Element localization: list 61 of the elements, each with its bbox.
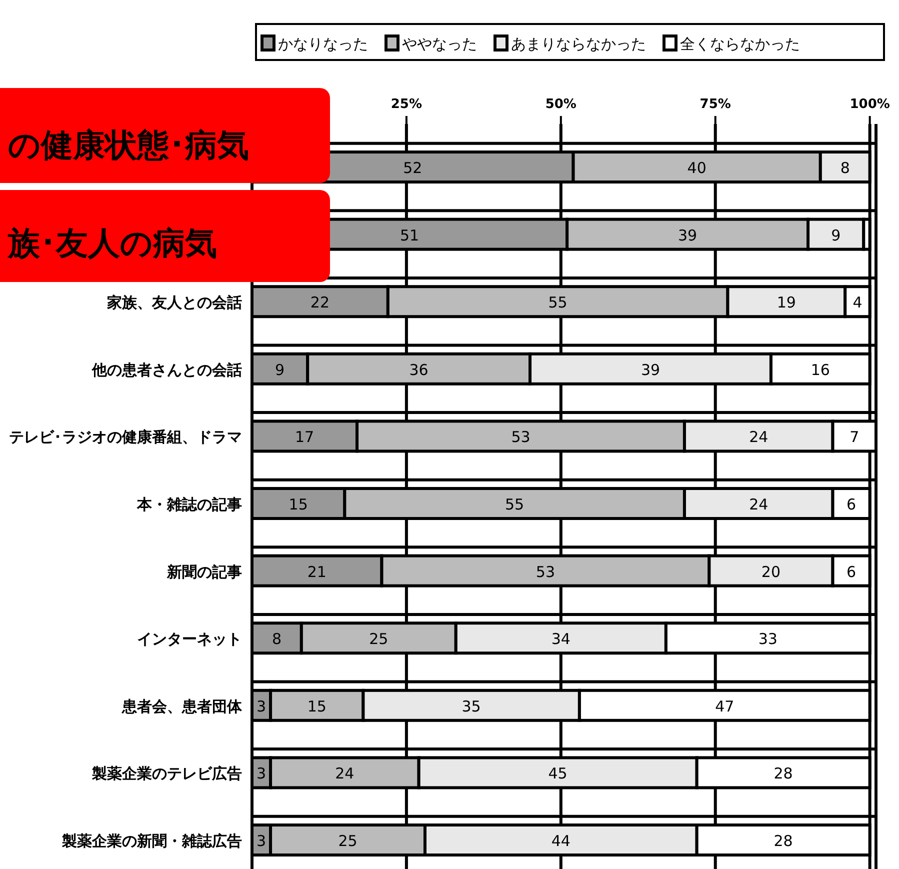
- legend-label: かなりなった: [278, 35, 368, 53]
- data-label: 28: [774, 832, 793, 850]
- data-label: 53: [511, 428, 530, 446]
- data-label: 6: [846, 562, 856, 581]
- y-tick-label: テレビ･ラジオの健康番組、ドラマ: [9, 428, 242, 446]
- data-label: 16: [810, 360, 830, 379]
- y-tick-label: 新聞の記事: [166, 562, 242, 581]
- y-tick-label: 他の患者さんとの会話: [91, 360, 242, 379]
- x-tick-label: 100%: [850, 97, 890, 112]
- note-box: 族･友人の病気: [0, 190, 330, 282]
- data-label: 9: [831, 226, 841, 244]
- data-label: 15: [307, 697, 326, 716]
- data-label: 8: [272, 630, 282, 648]
- data-label: 24: [749, 428, 768, 446]
- y-tick-label: 本・雑誌の記事: [136, 496, 242, 514]
- data-label: 7: [850, 428, 860, 446]
- data-label: 25: [369, 630, 388, 648]
- data-label: 39: [678, 226, 698, 244]
- data-label: 33: [758, 630, 778, 648]
- data-label: 9: [275, 360, 285, 379]
- legend-label: 全くならなかった: [680, 35, 800, 53]
- y-tick-label: 患者会、患者団体: [121, 697, 243, 716]
- data-label: 53: [536, 562, 556, 581]
- y-tick-label: 製薬企業の新聞・雑誌広告: [61, 832, 242, 850]
- data-label: 3: [256, 764, 266, 783]
- data-label: 28: [774, 764, 793, 783]
- data-label: 15: [288, 496, 308, 514]
- data-label: 36: [409, 360, 428, 379]
- note-box: の健康状態･病気: [0, 88, 330, 183]
- data-label: 3: [256, 697, 266, 716]
- data-label: 20: [761, 562, 781, 581]
- y-tick-label: 家族、友人との会話: [106, 294, 242, 312]
- x-tick-label: 25%: [390, 97, 422, 112]
- x-tick-label: 50%: [545, 97, 576, 112]
- data-label: 17: [294, 428, 314, 446]
- x-tick-label: 75%: [700, 97, 731, 112]
- data-label: 19: [776, 294, 796, 312]
- data-label: 39: [640, 360, 660, 379]
- data-label: 24: [335, 764, 354, 783]
- data-label: 25: [338, 832, 358, 850]
- data-label: 24: [749, 496, 768, 514]
- legend-label: あまりならなかった: [511, 35, 646, 53]
- data-label: 8: [840, 159, 850, 177]
- y-tick-label: インターネット: [137, 630, 242, 648]
- data-label: 55: [548, 294, 568, 312]
- data-label: 45: [548, 764, 568, 783]
- legend-label: ややなった: [402, 35, 477, 53]
- data-label: 4: [852, 294, 862, 312]
- data-label: 3: [256, 832, 266, 850]
- data-label: 44: [551, 832, 570, 850]
- data-label: 40: [687, 159, 706, 177]
- data-label: 34: [551, 630, 570, 648]
- y-tick-label: 製薬企業のテレビ広告: [91, 764, 242, 783]
- data-label: 51: [400, 226, 420, 244]
- data-label: 35: [462, 697, 481, 716]
- data-label: 52: [403, 159, 422, 177]
- data-label: 47: [715, 697, 734, 716]
- data-label: 6: [846, 496, 856, 514]
- data-label: 55: [505, 496, 524, 514]
- data-label: 22: [310, 294, 330, 312]
- data-label: 21: [307, 562, 326, 581]
